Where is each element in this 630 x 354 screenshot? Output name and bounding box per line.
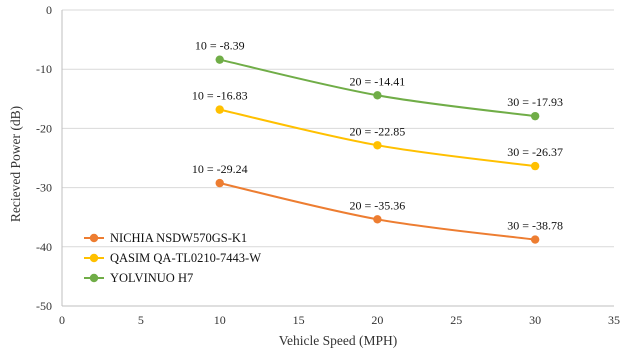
legend-marker bbox=[89, 233, 99, 243]
axes: 0 -10 -20 -30 -40 -50 0 5 10 15 20 25 30 35 bbox=[36, 3, 620, 327]
data-label: 10 = -29.24 bbox=[192, 162, 248, 176]
data-label: 10 = -16.83 bbox=[192, 89, 248, 103]
y-tick-label: -40 bbox=[36, 240, 52, 254]
y-tick-label: -10 bbox=[36, 62, 52, 76]
y-axis-title: Recieved Power (dB) bbox=[8, 106, 23, 222]
data-label: 30 = -38.78 bbox=[507, 219, 563, 233]
data-label: 20 = -22.85 bbox=[350, 124, 406, 138]
y-tick-label: -20 bbox=[36, 121, 52, 135]
y-tick-label: -30 bbox=[36, 181, 52, 195]
legend-marker bbox=[89, 253, 99, 263]
x-tick-label: 35 bbox=[608, 313, 620, 327]
legend-label: NICHIA NSDW570GS-K1 bbox=[110, 231, 247, 245]
x-tick-label: 20 bbox=[371, 313, 383, 327]
data-point bbox=[373, 141, 382, 150]
x-tick-label: 30 bbox=[529, 313, 541, 327]
data-point bbox=[530, 235, 540, 244]
data-point bbox=[530, 161, 540, 171]
data-point bbox=[530, 111, 540, 121]
y-tick-label: 0 bbox=[46, 3, 52, 17]
data-label: 30 = -17.93 bbox=[507, 95, 563, 109]
legend: NICHIA NSDW570GS-K1 QASIM QA-TL0210-7443-… bbox=[84, 231, 261, 285]
x-axis-title: Vehicle Speed (MPH) bbox=[279, 333, 397, 348]
data-label: 20 = -35.36 bbox=[350, 198, 406, 212]
data-point bbox=[373, 91, 382, 100]
x-tick-label: 0 bbox=[59, 313, 65, 327]
data-label: 10 = -8.39 bbox=[195, 39, 245, 53]
x-tick-label: 25 bbox=[450, 313, 462, 327]
data-point bbox=[215, 55, 224, 64]
y-tick-label: -50 bbox=[36, 299, 52, 313]
legend-label: YOLVINUO H7 bbox=[110, 271, 193, 285]
grid-lines bbox=[62, 9, 614, 248]
series-lines bbox=[215, 55, 540, 244]
legend-label: QASIM QA-TL0210-7443-W bbox=[110, 251, 261, 265]
x-tick-label: 15 bbox=[293, 313, 305, 327]
x-tick-label: 5 bbox=[138, 313, 144, 327]
data-point bbox=[373, 215, 382, 224]
x-tick-label: 10 bbox=[214, 313, 226, 327]
legend-marker bbox=[89, 273, 99, 283]
data-point bbox=[215, 178, 224, 188]
data-point bbox=[215, 105, 224, 114]
data-label: 20 = -14.41 bbox=[350, 74, 406, 88]
data-label: 30 = -26.37 bbox=[507, 145, 563, 159]
data-labels: 10 = -29.24 20 = -35.36 30 = -38.78 10 = -1… bbox=[192, 39, 563, 233]
